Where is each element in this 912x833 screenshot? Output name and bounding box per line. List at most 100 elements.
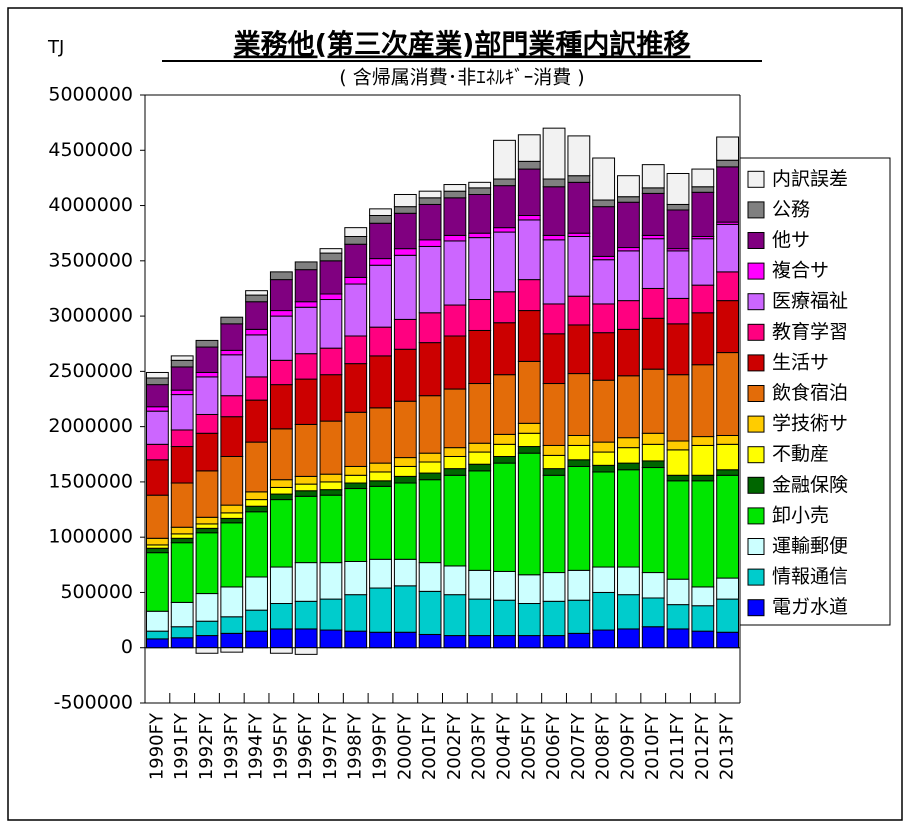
bar-segment bbox=[245, 505, 268, 513]
y-tick-label: 4000000 bbox=[48, 194, 133, 216]
bar-segment bbox=[443, 240, 467, 306]
x-tick-label: 1998FY bbox=[345, 712, 366, 780]
bar-segment bbox=[418, 452, 442, 463]
bar-segment bbox=[542, 454, 566, 470]
bar-segment bbox=[245, 301, 268, 330]
bar-segment bbox=[294, 378, 318, 425]
y-tick-label: 3500000 bbox=[48, 249, 133, 271]
bar-segment bbox=[344, 488, 368, 563]
bar-segment bbox=[393, 465, 417, 477]
bar-segment bbox=[517, 134, 541, 162]
bar-segment bbox=[344, 482, 368, 490]
bar-segment bbox=[269, 428, 293, 481]
bar-segment bbox=[245, 499, 268, 507]
bar-segment bbox=[691, 284, 715, 314]
bar-segment bbox=[468, 193, 492, 234]
legend-swatch bbox=[747, 599, 765, 617]
bar-segment bbox=[567, 235, 591, 297]
x-tick-label: 2005FY bbox=[518, 712, 539, 780]
x-tick-label: 1992FY bbox=[196, 712, 217, 780]
legend-label: 教育学習 bbox=[772, 321, 848, 343]
bar-segment bbox=[418, 245, 442, 314]
bar-segment bbox=[641, 432, 665, 445]
bar-segment bbox=[145, 410, 169, 445]
bar-segment bbox=[468, 232, 492, 239]
bar-segment bbox=[443, 234, 467, 242]
bar-segment bbox=[145, 638, 169, 649]
bar-segment bbox=[443, 447, 467, 457]
bar-segment bbox=[269, 499, 293, 568]
bar-segment bbox=[691, 605, 715, 632]
bar-segment bbox=[666, 203, 690, 211]
bar-segment bbox=[468, 451, 492, 465]
y-tick-label: 5000000 bbox=[48, 84, 133, 106]
bar-segment bbox=[617, 375, 640, 439]
bar-segment bbox=[592, 591, 616, 631]
bar-segment bbox=[542, 239, 566, 305]
bar-segment bbox=[517, 360, 541, 424]
bar-segment bbox=[220, 586, 244, 618]
x-tick-label: 1994FY bbox=[246, 712, 267, 780]
bar-segment bbox=[468, 463, 492, 472]
bar-segment bbox=[691, 586, 715, 607]
bar-segment bbox=[617, 594, 640, 630]
legend-swatch bbox=[747, 323, 765, 341]
bar-segment bbox=[517, 422, 541, 434]
bar-segment bbox=[220, 616, 244, 634]
bar-segment bbox=[245, 376, 268, 401]
bar-segment bbox=[195, 593, 219, 622]
bar-segment bbox=[195, 371, 219, 378]
bar-segment bbox=[245, 630, 268, 649]
bar-segment bbox=[443, 468, 467, 476]
bar-segment bbox=[319, 473, 343, 483]
bar-segment bbox=[220, 522, 244, 588]
bar-segment bbox=[716, 300, 740, 354]
y-axis-label: TJ bbox=[47, 37, 64, 58]
bar-segment bbox=[393, 400, 417, 459]
bar-segment bbox=[493, 570, 516, 601]
bar-segment bbox=[418, 472, 442, 481]
y-tick-label: 500000 bbox=[60, 581, 133, 603]
bar-segment bbox=[493, 635, 516, 649]
x-tick-label: 2012FY bbox=[692, 712, 713, 780]
bar-segment bbox=[567, 459, 591, 467]
bar-segment bbox=[344, 630, 368, 649]
bar-segment bbox=[641, 597, 665, 628]
bar-segment bbox=[170, 446, 194, 484]
x-tick-label: 2004FY bbox=[493, 712, 514, 780]
bar-segment bbox=[195, 339, 219, 348]
bar-segment bbox=[691, 364, 715, 438]
legend-label: 飲食宿泊 bbox=[772, 382, 848, 404]
bar-segment bbox=[145, 459, 169, 496]
bar-segment bbox=[418, 342, 442, 397]
bar-segment bbox=[195, 376, 219, 415]
bar-segment bbox=[592, 157, 616, 201]
bar-segment bbox=[542, 468, 566, 476]
bar-segment bbox=[269, 603, 293, 630]
bar-segment bbox=[716, 352, 740, 436]
bar-segment bbox=[443, 635, 467, 649]
bar-segment bbox=[145, 384, 169, 408]
bar-segment bbox=[666, 474, 690, 482]
bar-segment bbox=[517, 168, 541, 216]
x-tick-label: 2008FY bbox=[593, 712, 614, 780]
bar-segment bbox=[716, 271, 740, 302]
bar-segment bbox=[567, 373, 591, 436]
legend-label: 公務 bbox=[772, 198, 810, 220]
bar-segment bbox=[369, 407, 392, 464]
bar-segment bbox=[592, 451, 616, 466]
bar-segment bbox=[468, 442, 492, 453]
bar-segment bbox=[245, 576, 268, 611]
bar-segment bbox=[641, 192, 665, 236]
bar-segment bbox=[319, 494, 343, 564]
bar-segment bbox=[592, 332, 616, 381]
bar-segment bbox=[220, 517, 244, 524]
bar-segment bbox=[493, 433, 516, 445]
bar-segment bbox=[468, 187, 492, 195]
legend-label: 内訳誤差 bbox=[772, 168, 848, 190]
bar-segment bbox=[170, 533, 194, 539]
bar-segment bbox=[393, 558, 417, 587]
bar-segment bbox=[517, 310, 541, 362]
bar-segment bbox=[592, 303, 616, 334]
bar-segment bbox=[145, 552, 169, 612]
